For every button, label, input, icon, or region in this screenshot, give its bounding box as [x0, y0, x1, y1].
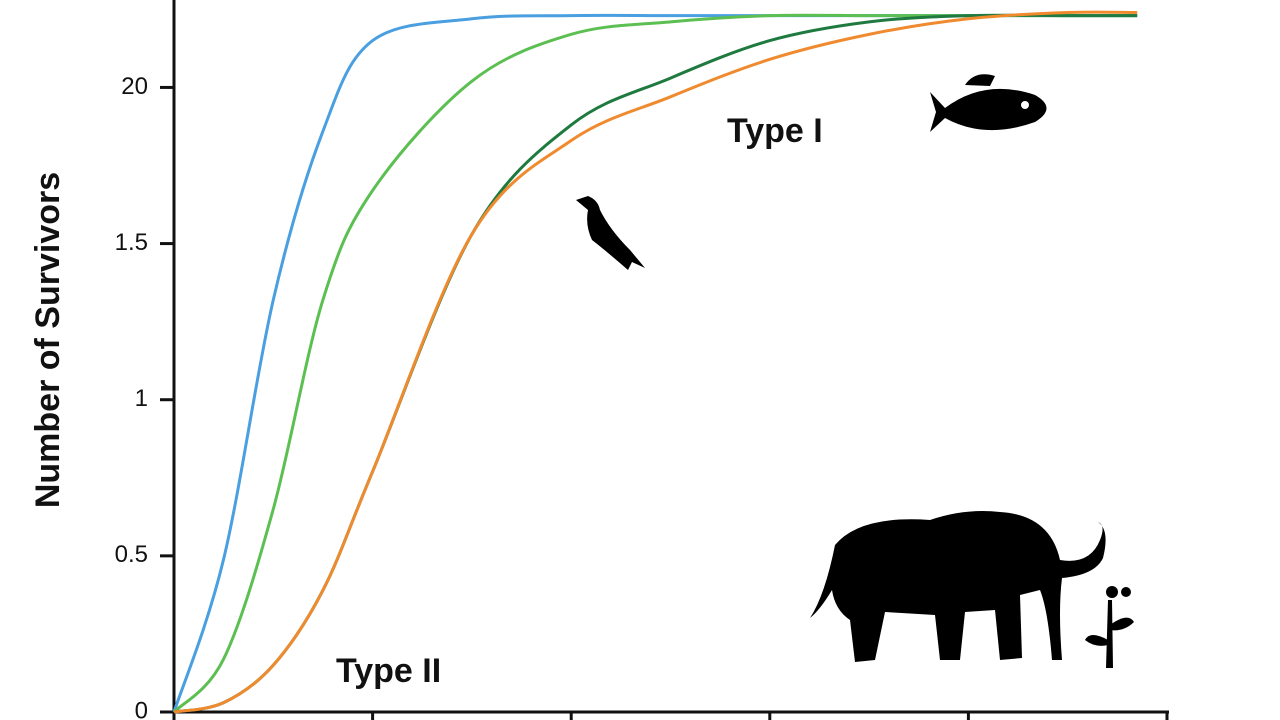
y-tick-label: 1.5 [115, 229, 148, 256]
survival-curve [173, 10, 1138, 714]
elephant-icon [810, 511, 1134, 668]
annotation: Type I [727, 112, 823, 150]
fish-icon [930, 74, 1047, 132]
annotation: Type II [336, 652, 441, 690]
y-tick-label: 1 [135, 385, 148, 412]
y-tick-label: 0.5 [115, 541, 148, 568]
y-tick-label: 20 [121, 73, 148, 100]
bird-icon [576, 196, 645, 270]
y-tick-label: 0 [135, 697, 148, 720]
y-axis-label: Number of Survivors [29, 172, 67, 508]
